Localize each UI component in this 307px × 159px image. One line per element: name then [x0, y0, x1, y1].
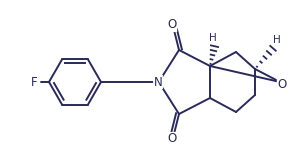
Text: F: F — [31, 76, 38, 89]
Text: H: H — [273, 35, 281, 45]
Text: O: O — [278, 77, 287, 90]
Text: O: O — [167, 132, 177, 145]
Text: O: O — [167, 18, 177, 31]
Text: H: H — [209, 33, 217, 43]
Text: N: N — [154, 76, 162, 89]
